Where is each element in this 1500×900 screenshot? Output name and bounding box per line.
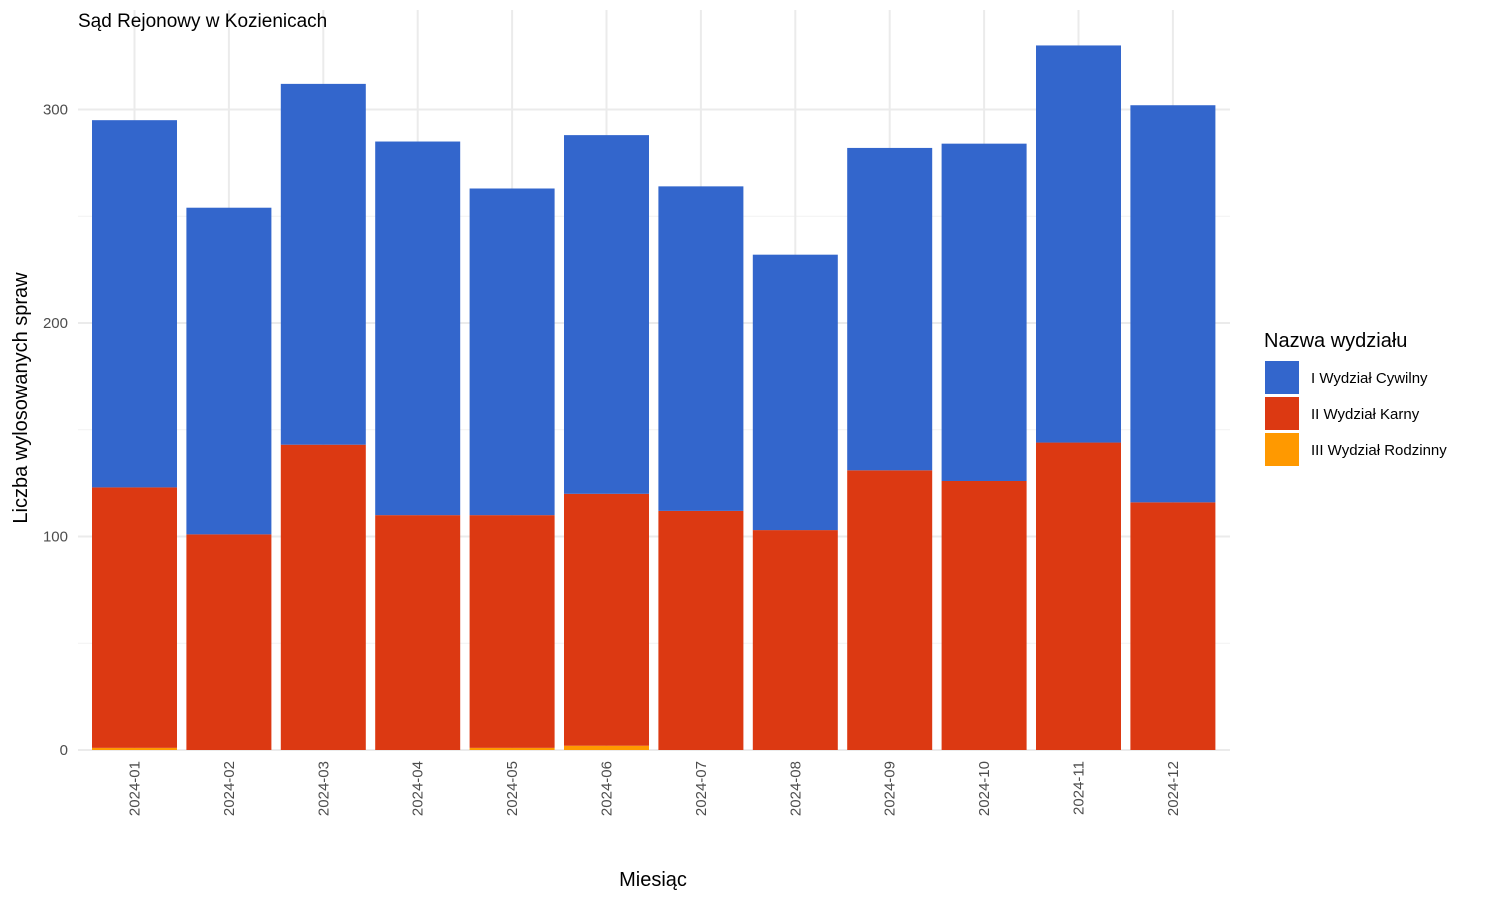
y-tick-label: 0 [60, 742, 68, 759]
legend-swatch [1265, 397, 1299, 430]
legend-title: Nazwa wydziału [1264, 330, 1407, 352]
bar-segment [1130, 105, 1216, 503]
bar-segment [1036, 442, 1121, 750]
x-tick-label: 2024-12 [1165, 761, 1182, 816]
bar-segment [280, 83, 366, 445]
x-axis-title: Miesiąc [619, 869, 687, 891]
bar-segment [92, 120, 177, 488]
x-tick-label: 2024-02 [221, 761, 238, 816]
y-tick-label: 300 [43, 102, 68, 119]
bar-segment [564, 745, 649, 750]
bar-segment [752, 254, 838, 531]
y-tick-labels: 0 100 200 300 [43, 102, 68, 760]
bar-segment [186, 207, 272, 535]
bars-layer [92, 45, 1216, 750]
legend-swatch [1265, 361, 1299, 394]
bar-segment [658, 510, 744, 750]
x-tick-label: 2024-08 [787, 761, 804, 816]
bar-segment [564, 493, 649, 746]
x-tick-label: 2024-04 [410, 761, 427, 816]
y-tick-label: 100 [43, 529, 68, 546]
bar-segment [658, 186, 744, 511]
bar-segment [375, 141, 461, 516]
bar-segment [280, 444, 366, 750]
legend-label: III Wydział Rodzinny [1311, 442, 1447, 459]
legend-label: I Wydział Cywilny [1311, 370, 1428, 387]
bar-segment [92, 487, 177, 748]
x-tick-label: 2024-05 [504, 761, 521, 816]
legend-items: I Wydział Cywilny II Wydział Karny III Wyd… [1265, 361, 1447, 466]
x-tick-label: 2024-11 [1071, 761, 1088, 815]
bar-segment [941, 143, 1027, 481]
legend: Nazwa wydziału I Wydział Cywilny II Wydzi… [1264, 330, 1447, 466]
x-tick-label: 2024-10 [976, 761, 993, 816]
x-tick-label: 2024-09 [882, 761, 899, 816]
bar-segment [752, 530, 838, 750]
y-tick-label: 200 [43, 315, 68, 332]
bar-segment [1036, 45, 1121, 443]
bar-segment [847, 470, 933, 750]
bar-segment [186, 534, 272, 750]
bar-segment [1130, 502, 1216, 750]
bar-segment [469, 188, 555, 516]
legend-swatch [1265, 433, 1299, 466]
y-axis-title: Liczba wylosowanych spraw [10, 272, 32, 524]
bar-segment [375, 515, 461, 750]
chart-title: Sąd Rejonowy w Kozienicach [78, 11, 327, 32]
x-tick-label: 2024-07 [693, 761, 710, 816]
x-tick-labels: 2024-01 2024-02 2024-03 2024-04 2024-05 2024-… [127, 761, 1182, 816]
x-tick-label: 2024-06 [599, 761, 616, 816]
bar-segment [847, 147, 933, 471]
bar-segment [469, 747, 555, 750]
bar-segment [564, 135, 649, 494]
legend-label: II Wydział Karny [1311, 406, 1420, 423]
x-tick-label: 2024-03 [315, 761, 332, 816]
bar-segment [92, 747, 177, 750]
bar-segment [941, 480, 1027, 750]
x-tick-label: 2024-01 [127, 761, 144, 816]
bar-segment [469, 515, 555, 748]
